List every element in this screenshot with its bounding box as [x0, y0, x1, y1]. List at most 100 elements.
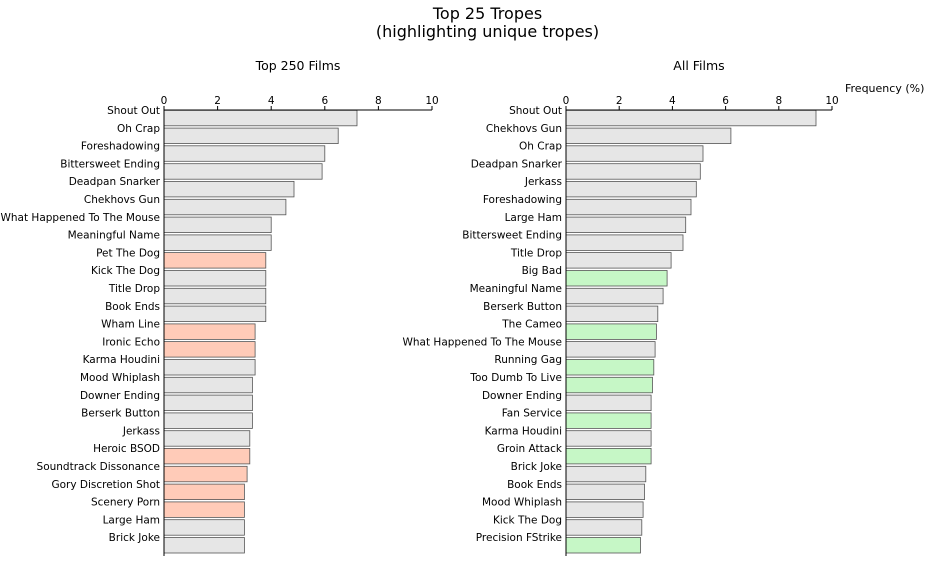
right-bar-5 — [565, 198, 692, 216]
left-category-label-11: Book Ends — [105, 301, 160, 313]
right-category-label-0: Shout Out — [509, 105, 562, 117]
left-category-label-2: Foreshadowing — [81, 141, 160, 153]
right-x-tick-label-1: 2 — [616, 95, 623, 107]
right-bar-21 — [565, 483, 645, 501]
right-bar-10 — [565, 287, 664, 305]
right-category-label-19: Groin Attack — [497, 443, 563, 455]
right-category-label-7: Bittersweet Ending — [462, 230, 562, 242]
left-category-label-1: Oh Crap — [117, 123, 160, 135]
right-category-label-21: Book Ends — [507, 479, 562, 491]
right-category-label-13: What Happened To The Mouse — [403, 336, 563, 348]
left-category-label-3: Bittersweet Ending — [60, 158, 160, 170]
left-bar-2 — [163, 145, 326, 162]
left-bar-9 — [163, 270, 267, 287]
right-category-label-11: Berserk Button — [483, 301, 562, 313]
right-category-label-23: Kick The Dog — [493, 514, 562, 526]
right-category-label-3: Deadpan Snarker — [471, 158, 563, 170]
right-bar-15 — [565, 376, 653, 394]
figure-title-line2: (highlighting unique tropes) — [375, 22, 600, 41]
left-bar-21 — [163, 483, 245, 501]
left-bar-10 — [163, 287, 267, 305]
left-x-tick-label-5: 10 — [425, 95, 438, 107]
right-category-label-10: Meaningful Name — [470, 283, 562, 295]
right-bar-20 — [565, 465, 647, 483]
left-category-label-21: Gory Discretion Shot — [51, 479, 160, 491]
right-bar-13 — [565, 341, 656, 358]
left-x-tick-label-2: 4 — [268, 95, 275, 107]
figure-title-line1: Top 25 Tropes — [432, 4, 543, 23]
left-category-label-9: Kick The Dog — [91, 265, 160, 277]
right-x-tick-label-5: 10 — [825, 95, 838, 107]
left-bar-0 — [163, 109, 358, 127]
right-category-label-12: The Cameo — [501, 319, 562, 331]
left-x-tick-label-0: 0 — [161, 95, 168, 107]
left-category-label-22: Scenery Porn — [91, 497, 160, 509]
right-category-label-17: Fan Service — [502, 408, 562, 420]
left-bar-20 — [163, 465, 248, 483]
right-bar-17 — [565, 412, 652, 429]
right-bar-22 — [565, 501, 644, 518]
right-bar-9 — [565, 270, 668, 287]
right-bar-8 — [565, 252, 672, 269]
right-category-label-8: Title Drop — [510, 247, 562, 259]
left-bar-15 — [163, 376, 253, 394]
left-chart-title: Top 250 Films — [255, 58, 341, 73]
right-bar-3 — [565, 163, 701, 180]
right-bar-19 — [565, 447, 652, 465]
right-bar-7 — [565, 234, 684, 251]
left-bar-16 — [163, 394, 253, 412]
right-category-label-16: Downer Ending — [482, 390, 562, 402]
right-category-label-6: Large Ham — [505, 212, 562, 224]
right-category-label-9: Big Bad — [522, 265, 562, 277]
right-bar-12 — [565, 323, 657, 340]
left-x-tick-label-4: 8 — [375, 95, 382, 107]
right-bar-6 — [565, 216, 687, 234]
right-bar-1 — [565, 127, 732, 145]
right-bar-24 — [565, 537, 641, 554]
right-x-tick-label-3: 6 — [722, 95, 729, 107]
right-chart-title: All Films — [673, 58, 725, 73]
left-category-label-23: Large Ham — [103, 514, 160, 526]
right-bar-16 — [565, 394, 652, 412]
right-category-label-24: Precision FStrike — [476, 532, 562, 544]
left-category-label-6: What Happened To The Mouse — [1, 212, 161, 224]
right-bar-0 — [565, 109, 817, 127]
left-bar-3 — [163, 163, 323, 180]
right-bar-14 — [565, 359, 655, 376]
left-category-label-15: Mood Whiplash — [80, 372, 160, 384]
right-category-label-22: Mood Whiplash — [482, 497, 562, 509]
right-bar-11 — [565, 305, 659, 323]
left-category-label-7: Meaningful Name — [68, 230, 160, 242]
right-category-label-5: Foreshadowing — [483, 194, 562, 206]
left-category-label-8: Pet The Dog — [96, 247, 160, 259]
left-bar-17 — [163, 412, 253, 429]
x-axis-label: Frequency (%) — [845, 82, 925, 95]
left-bar-14 — [163, 359, 256, 376]
left-bar-18 — [163, 430, 251, 447]
left-category-label-4: Deadpan Snarker — [69, 176, 161, 188]
left-bar-11 — [163, 305, 267, 323]
right-category-label-1: Chekhovs Gun — [486, 123, 562, 135]
left-category-label-18: Jerkass — [122, 425, 160, 437]
left-bar-23 — [163, 519, 245, 536]
left-category-label-12: Wham Line — [101, 319, 160, 331]
right-category-label-18: Karma Houdini — [485, 425, 562, 437]
left-bar-5 — [163, 198, 287, 216]
left-bar-12 — [163, 323, 256, 340]
right-bar-18 — [565, 430, 652, 447]
left-bar-24 — [163, 537, 245, 554]
left-bar-8 — [163, 252, 267, 269]
right-bar-23 — [565, 519, 643, 536]
left-bar-4 — [163, 180, 295, 198]
right-x-tick-label-2: 4 — [669, 95, 676, 107]
left-category-label-10: Title Drop — [108, 283, 160, 295]
left-category-label-5: Chekhovs Gun — [84, 194, 160, 206]
left-bar-19 — [163, 447, 251, 465]
left-category-label-13: Ironic Echo — [102, 336, 160, 348]
right-bar-2 — [565, 145, 704, 162]
left-x-tick-label-1: 2 — [214, 95, 221, 107]
right-bar-4 — [565, 180, 697, 198]
right-category-label-14: Running Gag — [494, 354, 562, 366]
left-category-label-16: Downer Ending — [80, 390, 160, 402]
